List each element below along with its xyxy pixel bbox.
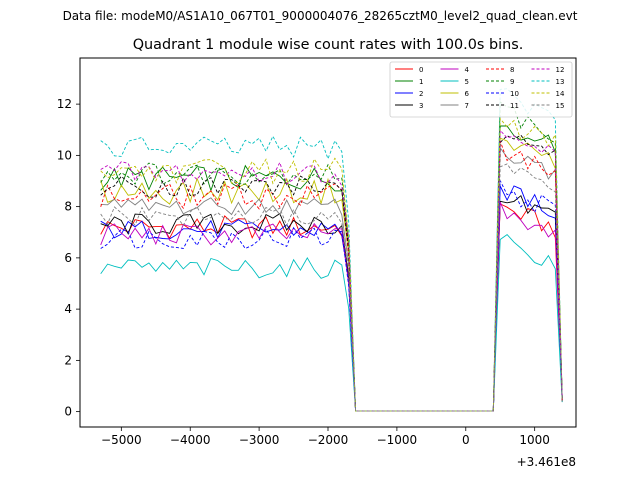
legend-label-12: 12 bbox=[556, 66, 565, 74]
legend-label-6: 6 bbox=[465, 90, 470, 98]
x-tick-label: 0 bbox=[462, 433, 470, 447]
series-line-13 bbox=[100, 88, 563, 412]
y-tick-label: 4 bbox=[64, 302, 72, 316]
y-tick-label: 6 bbox=[64, 251, 72, 265]
x-tick-label: −3000 bbox=[239, 433, 280, 447]
legend-label-15: 15 bbox=[556, 102, 565, 110]
x-tick-label: −4000 bbox=[170, 433, 211, 447]
legend-label-9: 9 bbox=[510, 78, 514, 86]
series-line-11 bbox=[100, 134, 563, 412]
series-line-9 bbox=[100, 101, 563, 412]
series-line-15 bbox=[100, 163, 563, 412]
legend-box bbox=[389, 61, 573, 118]
legend-label-1: 1 bbox=[419, 78, 423, 86]
series-line-8 bbox=[100, 140, 563, 412]
y-tick-label: 12 bbox=[57, 97, 72, 111]
legend-label-5: 5 bbox=[465, 78, 469, 86]
series-line-3 bbox=[100, 194, 563, 412]
legend-label-11: 11 bbox=[510, 102, 519, 110]
chart-suptitle: Data file: modeM0/AS1A10_067T01_90000040… bbox=[63, 9, 578, 23]
legend-label-3: 3 bbox=[419, 102, 423, 110]
x-axis: −5000 −4000 −3000 −2000 −1000 0 1000 bbox=[101, 427, 550, 447]
x-tick-label: 1000 bbox=[519, 433, 550, 447]
series-line-6 bbox=[100, 137, 563, 412]
x-tick-label: −2000 bbox=[308, 433, 349, 447]
y-tick-label: 0 bbox=[64, 405, 72, 419]
y-tick-label: 8 bbox=[64, 200, 72, 214]
y-tick-label: 2 bbox=[64, 353, 72, 367]
series-line-5 bbox=[100, 234, 563, 412]
legend-label-10: 10 bbox=[510, 90, 519, 98]
legend-label-2: 2 bbox=[419, 90, 423, 98]
legend-label-4: 4 bbox=[465, 66, 470, 74]
legend-label-0: 0 bbox=[419, 66, 423, 74]
x-tick-label: −1000 bbox=[377, 433, 418, 447]
legend-label-7: 7 bbox=[465, 102, 469, 110]
legend-label-8: 8 bbox=[510, 66, 514, 74]
legend-label-13: 13 bbox=[556, 78, 565, 86]
series-line-12 bbox=[100, 129, 563, 412]
series-line-2 bbox=[100, 185, 563, 412]
series-line-14 bbox=[100, 117, 563, 412]
chart-title: Quadrant 1 module wise count rates with … bbox=[133, 37, 524, 53]
series-line-0 bbox=[100, 203, 563, 412]
x-offset-label: +3.461e8 bbox=[517, 455, 576, 469]
y-tick-label: 10 bbox=[57, 148, 72, 162]
y-axis: 0 2 4 6 8 10 12 bbox=[57, 97, 80, 419]
x-tick-label: −5000 bbox=[101, 433, 142, 447]
series-layer bbox=[100, 88, 563, 412]
legend-label-14: 14 bbox=[556, 90, 565, 98]
